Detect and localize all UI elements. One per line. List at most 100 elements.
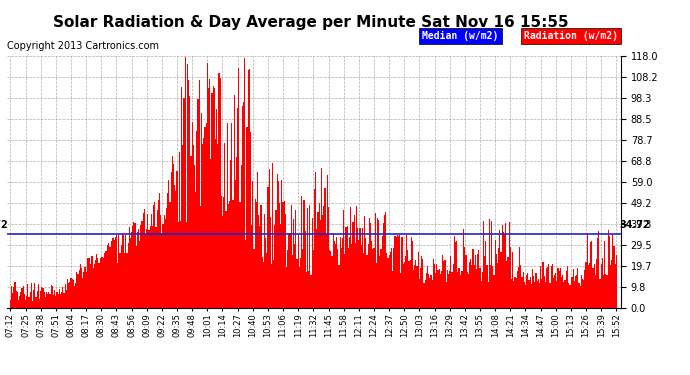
Bar (143, 213, 144, 308)
Bar (448, 274, 449, 308)
Bar (524, 282, 525, 308)
Bar (537, 281, 538, 308)
Bar (31, 283, 32, 308)
Bar (284, 201, 285, 308)
Bar (532, 269, 533, 308)
Bar (341, 249, 342, 308)
Bar (373, 248, 375, 308)
Bar (497, 264, 498, 308)
Bar (560, 268, 561, 308)
Bar (50, 285, 52, 308)
Bar (262, 257, 263, 307)
Bar (80, 264, 81, 308)
Bar (39, 298, 40, 307)
Bar (547, 267, 548, 308)
Bar (47, 294, 48, 307)
Bar (151, 214, 152, 308)
Bar (527, 273, 529, 308)
Bar (228, 204, 229, 308)
Bar (302, 249, 304, 308)
Bar (199, 206, 201, 308)
Bar (420, 268, 421, 308)
Bar (121, 234, 123, 308)
Bar (115, 237, 116, 308)
Bar (608, 230, 609, 308)
Bar (546, 268, 547, 308)
Bar (357, 228, 358, 308)
Bar (16, 291, 17, 308)
Bar (526, 275, 527, 308)
Bar (103, 258, 104, 308)
Bar (490, 265, 491, 308)
Bar (382, 236, 383, 308)
Bar (386, 253, 387, 308)
Bar (365, 238, 366, 308)
Bar (361, 245, 362, 308)
Bar (308, 271, 309, 308)
Bar (12, 293, 13, 308)
Bar (229, 201, 230, 308)
Bar (549, 283, 551, 308)
Bar (236, 158, 237, 308)
Bar (165, 219, 166, 308)
Bar (525, 285, 526, 308)
Bar (53, 295, 54, 307)
Bar (314, 189, 315, 308)
Bar (230, 160, 231, 308)
Bar (517, 271, 518, 308)
Bar (484, 256, 485, 307)
Bar (429, 278, 431, 308)
Bar (138, 230, 139, 308)
Bar (469, 262, 470, 308)
Bar (488, 282, 489, 308)
Bar (439, 269, 440, 308)
Bar (505, 223, 506, 308)
Bar (204, 126, 206, 308)
Bar (264, 214, 265, 308)
Bar (23, 294, 25, 308)
Bar (519, 247, 520, 308)
Bar (512, 252, 513, 308)
Bar (400, 273, 402, 308)
Bar (280, 224, 282, 308)
Bar (92, 268, 94, 308)
Bar (174, 185, 175, 308)
Text: Radiation (w/m2): Radiation (w/m2) (524, 31, 618, 40)
Bar (598, 231, 600, 308)
Bar (504, 234, 505, 308)
Bar (288, 234, 290, 308)
Bar (292, 255, 293, 308)
Bar (244, 58, 245, 308)
Bar (371, 242, 372, 308)
Bar (434, 264, 435, 308)
Bar (139, 241, 140, 308)
Bar (89, 258, 90, 308)
Bar (211, 93, 213, 308)
Bar (300, 258, 301, 307)
Bar (471, 265, 473, 308)
Bar (581, 275, 582, 308)
Bar (35, 297, 37, 307)
Bar (297, 235, 299, 308)
Bar (433, 259, 434, 308)
Bar (346, 226, 348, 308)
Bar (578, 283, 580, 308)
Bar (571, 277, 573, 308)
Bar (86, 272, 87, 308)
Bar (91, 256, 92, 307)
Bar (460, 274, 461, 308)
Bar (509, 222, 510, 308)
Bar (590, 242, 591, 308)
Bar (61, 292, 62, 308)
Bar (132, 226, 133, 308)
Text: Median (w/m2): Median (w/m2) (422, 31, 499, 40)
Bar (38, 284, 39, 308)
Bar (350, 207, 351, 308)
Bar (263, 262, 264, 308)
Bar (493, 275, 495, 308)
Bar (582, 279, 583, 308)
Bar (213, 86, 214, 308)
Bar (206, 123, 207, 308)
Bar (194, 165, 195, 308)
Bar (76, 272, 77, 308)
